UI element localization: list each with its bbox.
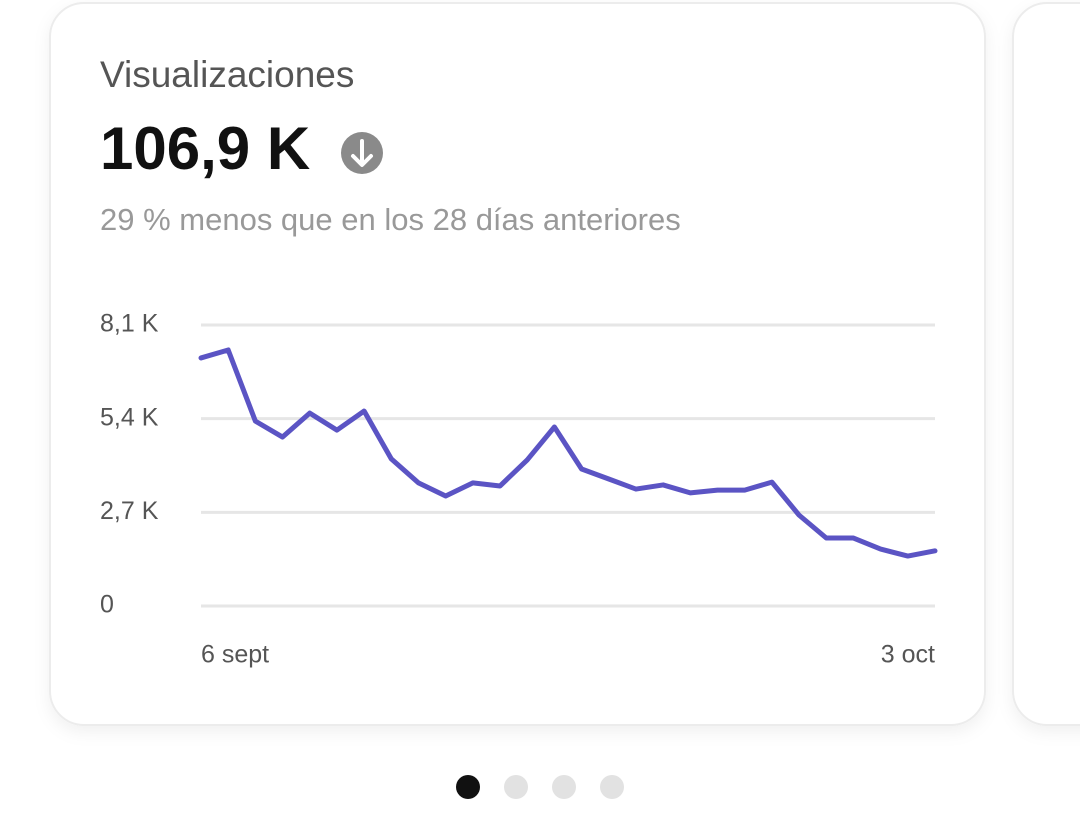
y-tick-label: 5,4 K	[100, 403, 159, 431]
card-subtitle: 29 % menos que en los 28 días anteriores	[100, 202, 681, 237]
x-tick-label: 6 sept	[201, 641, 269, 669]
series-line	[198, 347, 938, 559]
down-icon	[341, 132, 383, 174]
card-title: Visualizaciones	[100, 54, 354, 95]
card[interactable]	[49, 2, 986, 726]
pager-dot-active[interactable]	[456, 775, 480, 799]
y-tick-label: 0	[100, 591, 114, 619]
x-tick-label: 3 oct	[881, 641, 935, 669]
y-tick-label: 2,7 K	[100, 497, 159, 525]
plot: 0 2,7 K 5,4 K 8,1 K 6 sept 3 oct	[100, 310, 938, 669]
y-tick-label: 8,1 K	[100, 310, 159, 338]
pager-dot[interactable]	[504, 775, 528, 799]
pager-dot[interactable]	[552, 775, 576, 799]
card-value: 106,9 K	[100, 115, 310, 182]
pager-dot[interactable]	[600, 775, 624, 799]
next-card[interactable]	[1012, 2, 1080, 726]
